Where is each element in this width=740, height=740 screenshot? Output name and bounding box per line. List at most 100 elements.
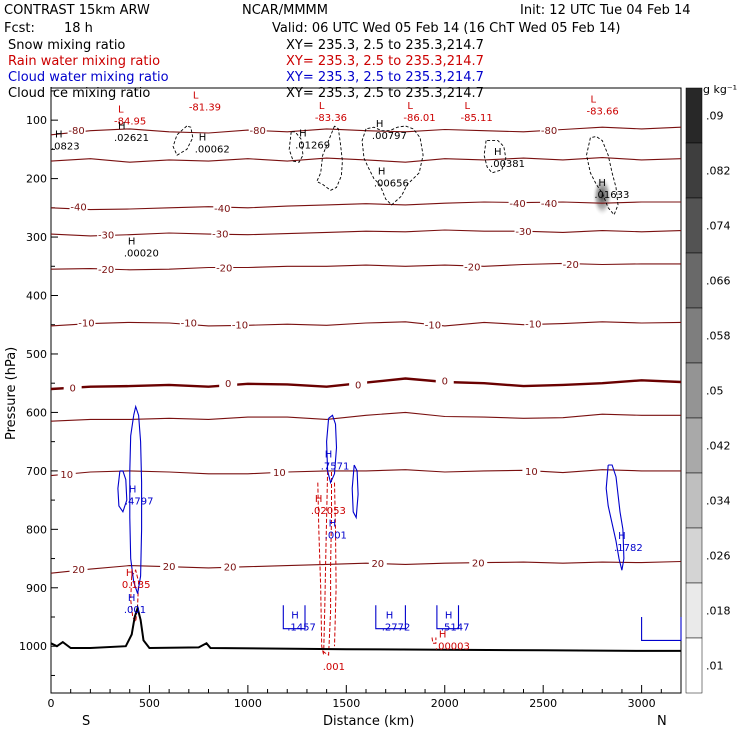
x-tick-label: 1500: [332, 697, 360, 710]
extremum-marker: H: [199, 133, 207, 144]
isotherm-label: -30: [515, 227, 531, 238]
colorbar-segment: [685, 637, 703, 694]
extremum-marker: H: [445, 611, 453, 622]
y-tick-label: 700: [26, 465, 47, 478]
isotherm-label: -80: [68, 126, 84, 137]
rain-water-contour: [431, 637, 437, 644]
isotherm-label-bg: [211, 227, 230, 239]
extremum-value: -84.95: [114, 116, 146, 127]
extremum-marker: H: [325, 449, 333, 460]
isotherm-line: [50, 262, 681, 271]
isotherm-line: [50, 560, 682, 574]
isotherm-line: [50, 229, 682, 237]
x-tick-label: 500: [139, 697, 160, 710]
colorbar-tick-label: .034: [706, 495, 731, 508]
isotherm-label: -10: [232, 321, 248, 332]
isotherm-label: -80: [541, 126, 557, 137]
isotherm-label: -10: [525, 320, 541, 331]
cloud-ice-contour: [172, 125, 194, 156]
legend-field-name: Snow mixing ratio: [8, 38, 125, 53]
y-tick-label: 500: [26, 348, 47, 361]
extremum-marker: H: [386, 611, 394, 622]
rain-water-contour: [317, 482, 325, 656]
terrain-profile: [50, 604, 681, 652]
x-tick-label: 2000: [431, 697, 459, 710]
extremum-value: -86.01: [403, 113, 435, 124]
isotherm-line: [50, 157, 682, 163]
y-axis-title: Pressure (hPa): [4, 347, 19, 440]
extremum-value: .00381: [490, 159, 525, 170]
cloud-water-contour: [326, 414, 338, 485]
isotherm-label-bg: [423, 318, 442, 330]
extremum-marker: L: [193, 90, 199, 101]
colorbar-segment: [685, 142, 703, 199]
axes: 0 500 1000 1500 2000 2500 30001002003004005006…: [19, 90, 662, 710]
extremum-marker: H: [494, 147, 502, 158]
extremum-marker: H: [618, 531, 626, 542]
extremum-value: .1782: [614, 543, 643, 554]
colorbar-tick-label: .05: [706, 385, 724, 398]
isotherm-label: -10: [425, 321, 441, 332]
x-axis-title: Distance (km): [323, 714, 414, 729]
isotherm-label-bg: [215, 261, 234, 273]
y-tick-label: 300: [26, 231, 47, 244]
y-tick-label: 200: [26, 173, 47, 186]
extremum-marker: L: [465, 101, 471, 112]
cloud-water-contour: [282, 605, 306, 630]
extremum-marker: H: [376, 119, 384, 130]
extremum-marker: H: [126, 568, 134, 579]
extremum-marker: H: [128, 593, 136, 604]
cloud-water-contour: [436, 605, 460, 630]
isotherm-label-bg: [508, 197, 527, 209]
contour-labels: -80 -80 -80 -40 -40 -40 -40 -30 -30 -30 -20 -20 -20 -…: [57, 124, 580, 576]
isotherm-label: 20: [472, 559, 485, 570]
isotherm-line: [50, 201, 681, 211]
extremum-marker: H: [129, 484, 137, 495]
extremum-value: 0.135: [122, 580, 151, 591]
cloud-water-contour: [117, 470, 128, 514]
isotherm-label-bg: [349, 378, 368, 390]
isotherm-label: -40: [214, 204, 230, 215]
isotherm-label-bg: [219, 377, 238, 389]
cloud-water-contour: [351, 464, 359, 520]
colorbar-segment: [685, 417, 703, 474]
x-tick-label: 0: [48, 697, 55, 710]
extremum-value: .001: [323, 662, 345, 673]
extremum-value: .00797: [372, 131, 407, 142]
colorbar-tick-label: .066: [706, 275, 731, 288]
extremum-marker: L: [118, 104, 124, 115]
isotherm-label: -30: [212, 230, 228, 241]
extremum-marker: H: [439, 629, 447, 640]
legend-field-name: Rain water mixing ratio: [8, 54, 160, 69]
extremum-value: .001: [124, 605, 146, 616]
y-tick-label: 800: [26, 523, 47, 536]
valid-time: Valid: 06 UTC Wed 05 Feb 14 (16 ChT Wed …: [272, 21, 620, 36]
isotherm-label: 0: [225, 379, 231, 390]
extremum-value: .7571: [321, 461, 350, 472]
colorbar-tick-label: .058: [706, 330, 731, 343]
colorbar-segment: [685, 527, 703, 584]
extremum-value: .001: [325, 530, 347, 541]
model-title: CONTRAST 15km ARW: [4, 3, 150, 18]
extremum-value: .01633: [594, 190, 629, 201]
forecast-label: Fcst:: [4, 21, 35, 36]
isotherm-label-bg: [67, 124, 86, 136]
legend-field-xy: XY= 235.3, 2.5 to 235.3,214.7: [286, 86, 484, 101]
isotherm-label-bg: [540, 197, 559, 209]
y-tick-label: 400: [26, 290, 47, 303]
isotherm-label-bg: [221, 560, 240, 572]
extremum-marker: L: [407, 101, 413, 112]
colorbar-tick-label: .082: [706, 165, 731, 178]
isotherm-label-bg: [179, 316, 198, 328]
isotherm-label: 10: [60, 470, 73, 481]
extrema-labels: L-81.39L-84.95L-83.36L-86.01L-85.11L-83.…: [51, 90, 643, 672]
isotherm-label: -80: [250, 126, 266, 137]
isotherm-label: 20: [224, 563, 237, 574]
isotherm-label-bg: [213, 201, 232, 213]
terrain-line: [50, 604, 681, 652]
colorbar-unit: g kg⁻¹: [703, 83, 737, 96]
isotherm-label: -30: [98, 231, 114, 242]
extremum-value: .00656: [374, 178, 409, 189]
extremum-value: -85.11: [461, 113, 493, 124]
cloud-water-contour: [375, 605, 406, 630]
